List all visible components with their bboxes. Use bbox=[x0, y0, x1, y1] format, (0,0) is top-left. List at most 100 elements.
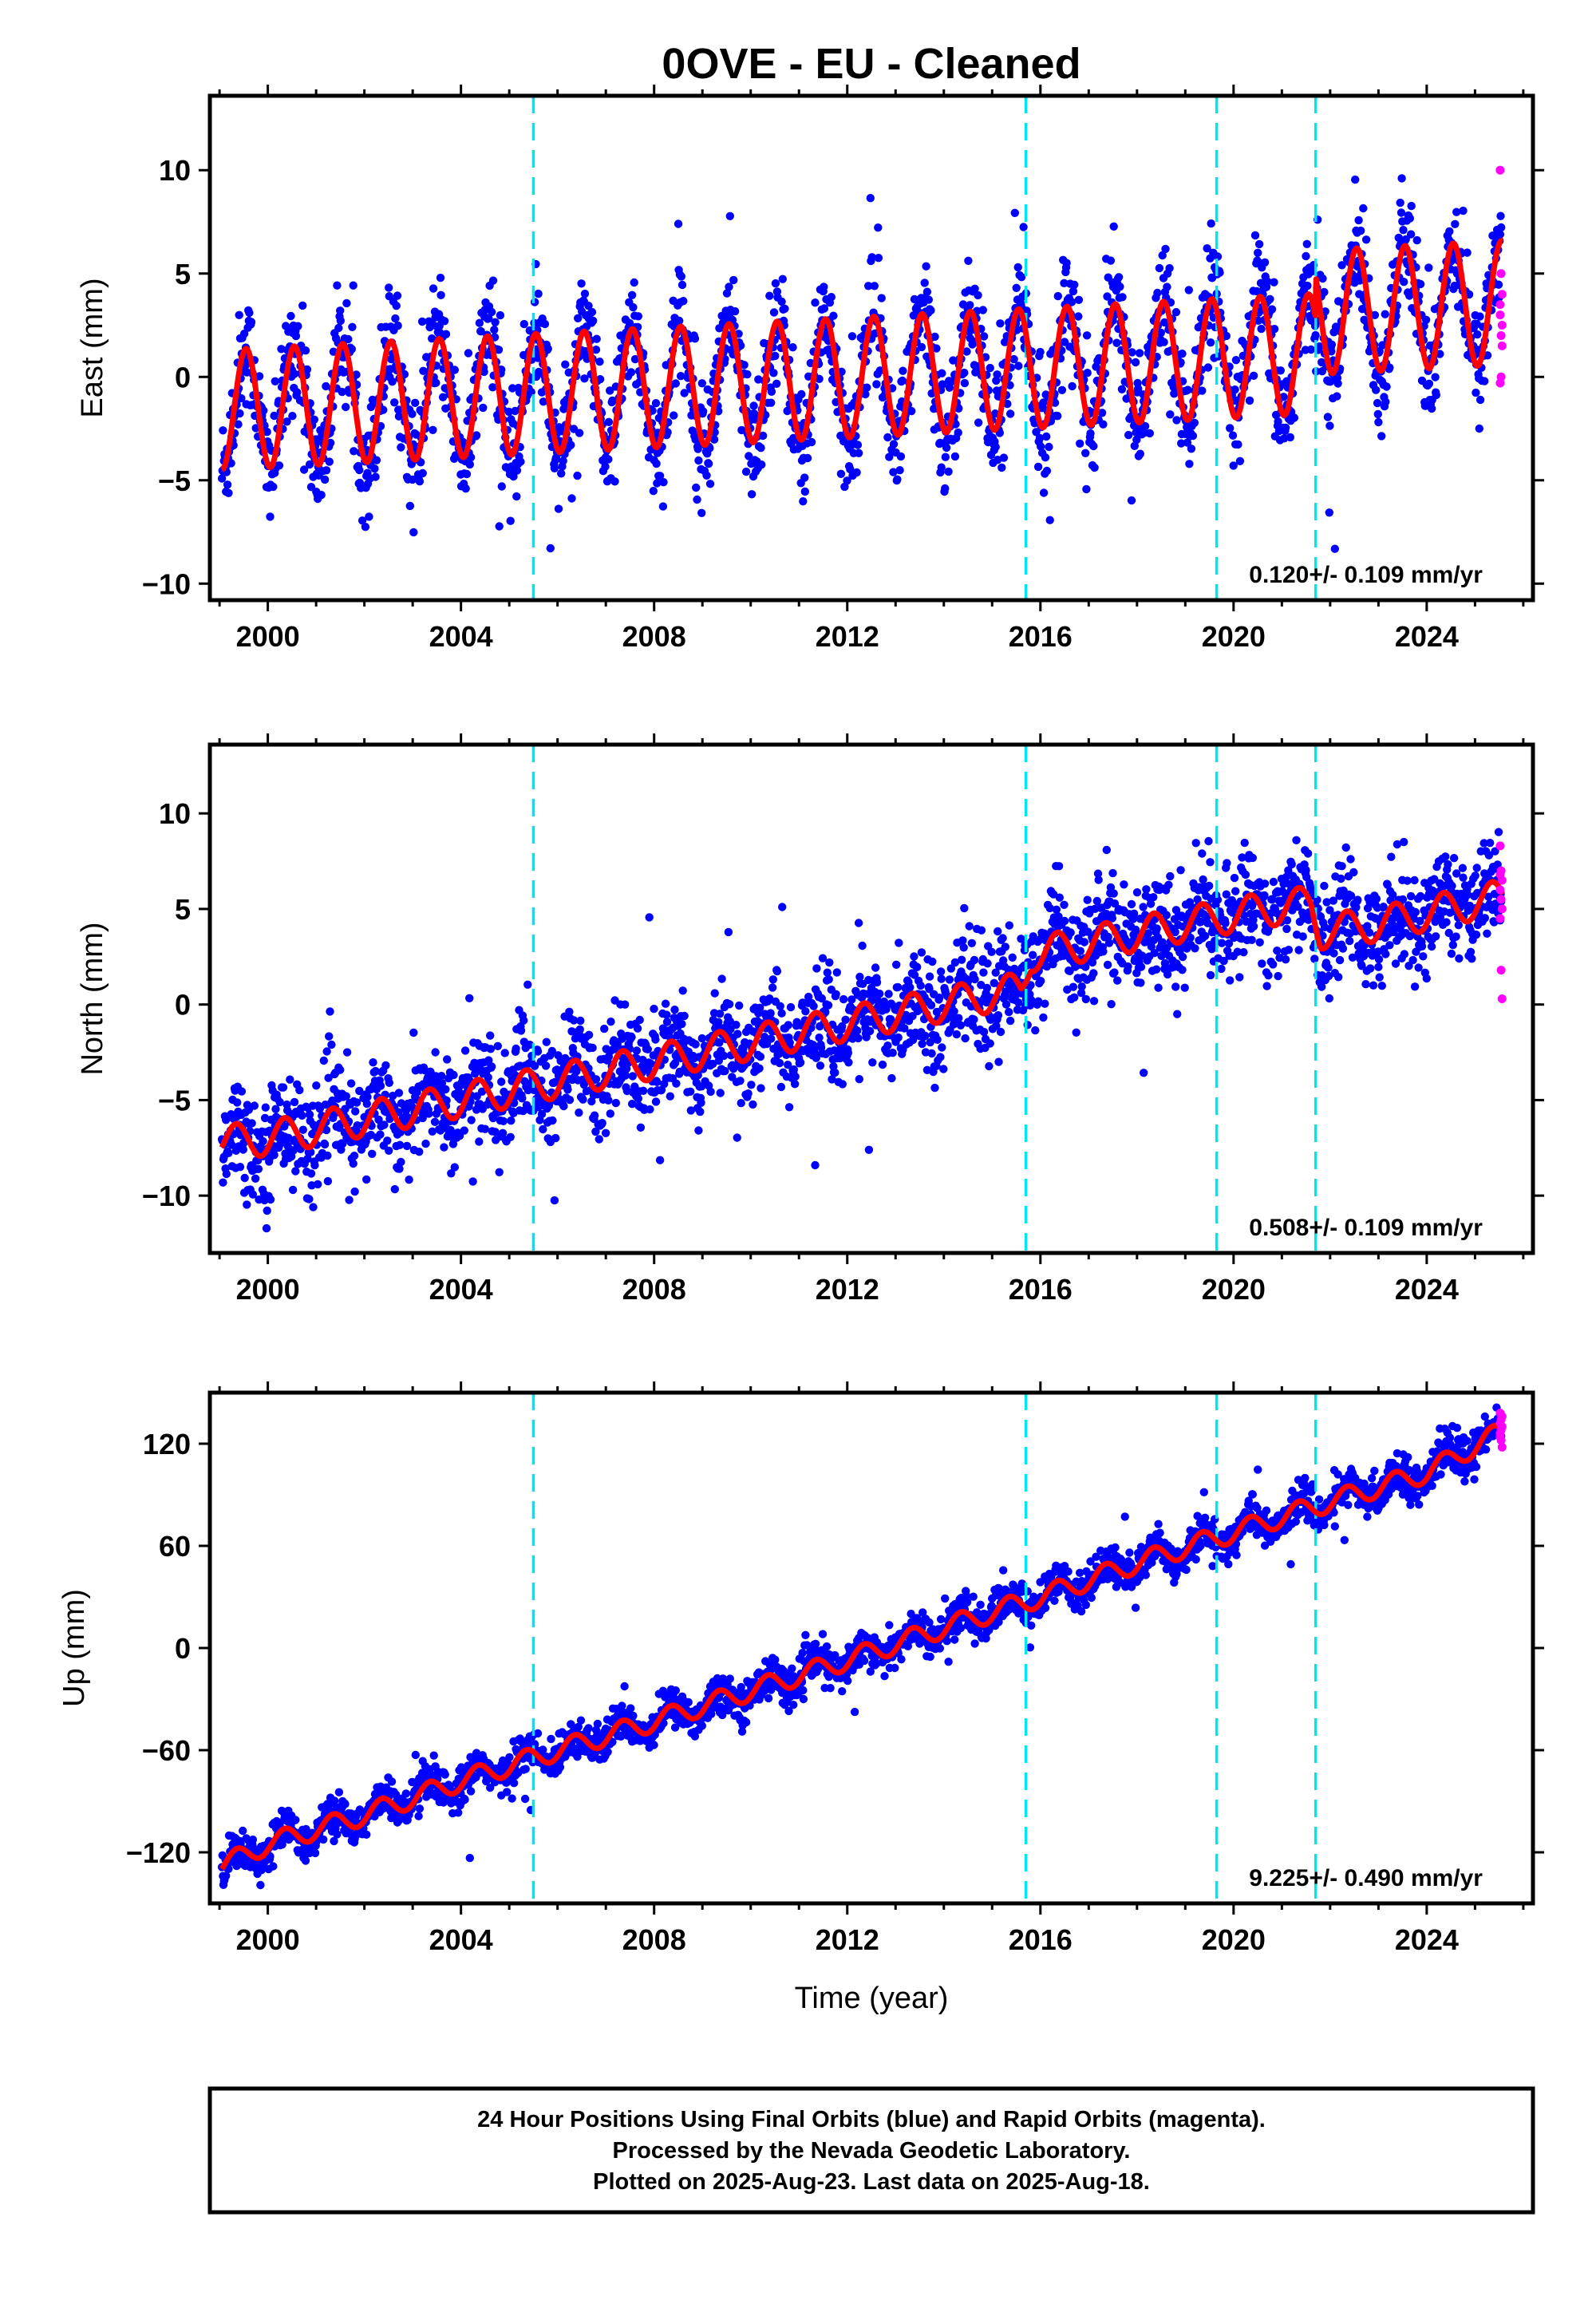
final-point bbox=[1247, 935, 1256, 945]
final-point bbox=[1159, 338, 1168, 346]
final-point bbox=[1412, 235, 1421, 245]
final-point bbox=[368, 1149, 377, 1159]
final-point bbox=[370, 464, 379, 473]
final-point bbox=[1103, 960, 1112, 970]
final-point bbox=[1127, 496, 1136, 505]
final-point bbox=[827, 293, 836, 302]
final-point bbox=[1497, 223, 1506, 232]
final-point bbox=[1241, 870, 1250, 879]
final-point bbox=[883, 433, 892, 442]
final-point bbox=[815, 1034, 824, 1042]
final-point bbox=[1266, 294, 1274, 303]
final-point bbox=[1221, 919, 1230, 928]
final-point bbox=[1302, 251, 1310, 261]
final-point bbox=[800, 473, 809, 482]
final-point bbox=[298, 301, 307, 310]
final-point bbox=[488, 276, 498, 285]
final-point bbox=[755, 1064, 764, 1073]
final-point bbox=[475, 318, 484, 327]
final-point bbox=[1427, 404, 1436, 413]
final-point bbox=[670, 1058, 680, 1068]
final-point bbox=[725, 211, 734, 220]
final-point bbox=[512, 1044, 520, 1053]
final-point bbox=[298, 1125, 307, 1134]
final-point bbox=[573, 471, 582, 480]
final-point bbox=[917, 342, 926, 352]
final-point bbox=[621, 1071, 630, 1080]
final-point bbox=[1083, 369, 1092, 377]
final-point bbox=[305, 460, 314, 469]
final-point bbox=[715, 1038, 724, 1047]
final-point bbox=[1205, 881, 1214, 891]
final-point bbox=[1476, 312, 1484, 321]
final-point bbox=[1304, 915, 1313, 924]
final-point bbox=[1352, 903, 1361, 912]
final-point bbox=[907, 406, 916, 416]
final-point bbox=[1263, 277, 1272, 286]
final-point bbox=[1354, 215, 1363, 225]
final-point bbox=[680, 1011, 689, 1021]
final-point bbox=[998, 463, 1006, 472]
final-point bbox=[1294, 946, 1303, 954]
final-point bbox=[575, 1109, 583, 1117]
final-point bbox=[1451, 219, 1460, 228]
final-point bbox=[1223, 859, 1231, 868]
final-point bbox=[877, 294, 886, 302]
final-point bbox=[749, 401, 758, 410]
final-point bbox=[325, 457, 334, 466]
final-point bbox=[670, 1006, 679, 1014]
final-point bbox=[1333, 379, 1342, 388]
final-point bbox=[1005, 381, 1014, 389]
final-point bbox=[828, 1075, 836, 1084]
final-point bbox=[1140, 1069, 1148, 1077]
final-point bbox=[756, 1052, 765, 1061]
final-point bbox=[839, 994, 848, 1004]
final-point bbox=[270, 411, 279, 421]
final-point bbox=[811, 1160, 820, 1170]
final-point bbox=[1459, 206, 1468, 215]
final-point bbox=[949, 356, 958, 365]
final-point bbox=[730, 306, 740, 316]
final-point bbox=[908, 1012, 917, 1021]
final-point bbox=[1190, 418, 1199, 427]
final-point bbox=[497, 1077, 506, 1086]
final-point bbox=[1345, 936, 1354, 946]
final-point bbox=[630, 354, 640, 364]
final-point bbox=[1260, 258, 1270, 267]
final-point bbox=[1131, 925, 1140, 935]
final-point bbox=[960, 903, 969, 913]
final-point bbox=[812, 964, 821, 973]
final-point bbox=[1373, 398, 1382, 408]
final-point bbox=[493, 1041, 502, 1051]
final-point bbox=[1198, 849, 1207, 858]
final-point bbox=[393, 291, 402, 300]
final-point bbox=[678, 1019, 686, 1029]
final-point bbox=[1008, 953, 1017, 962]
final-point bbox=[1176, 866, 1185, 875]
final-point bbox=[1053, 412, 1062, 421]
final-point bbox=[679, 297, 688, 306]
final-point bbox=[775, 1058, 784, 1068]
final-point bbox=[1152, 965, 1161, 974]
final-point bbox=[468, 1177, 477, 1186]
final-point bbox=[778, 275, 787, 283]
final-point bbox=[1329, 949, 1338, 958]
final-point bbox=[1310, 954, 1319, 963]
final-point bbox=[895, 939, 903, 947]
final-point bbox=[768, 975, 777, 984]
final-point bbox=[970, 284, 979, 293]
final-point bbox=[1494, 280, 1503, 289]
final-point bbox=[227, 459, 235, 468]
final-point bbox=[991, 442, 1000, 452]
final-point bbox=[1240, 838, 1249, 848]
final-point bbox=[371, 472, 380, 481]
final-point bbox=[305, 1195, 314, 1203]
final-point bbox=[390, 1184, 399, 1194]
final-point bbox=[1099, 420, 1108, 429]
final-point bbox=[922, 262, 930, 271]
final-point bbox=[530, 1061, 539, 1070]
final-point bbox=[1150, 948, 1159, 958]
final-point bbox=[306, 1169, 316, 1178]
final-point bbox=[757, 1084, 765, 1093]
final-point bbox=[402, 1141, 412, 1151]
